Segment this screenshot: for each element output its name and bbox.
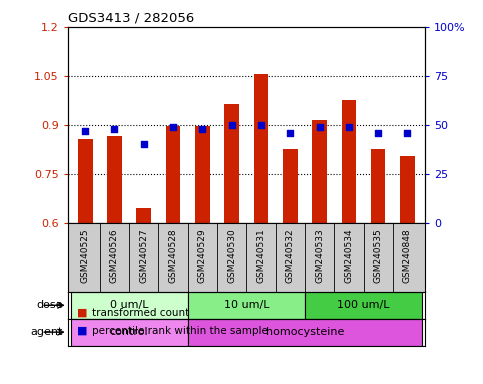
Bar	[305, 292, 422, 319]
Text: GSM240530: GSM240530	[227, 228, 236, 283]
Bar	[195, 126, 210, 223]
Text: GSM240848: GSM240848	[403, 228, 412, 283]
Bar	[188, 292, 305, 319]
Bar	[107, 136, 122, 223]
Bar	[71, 319, 188, 346]
Text: agent: agent	[30, 327, 63, 337]
Point	[140, 141, 148, 147]
Text: homocysteine: homocysteine	[266, 327, 344, 337]
Point	[199, 126, 206, 132]
Text: GSM240531: GSM240531	[256, 228, 266, 283]
Text: GSM240529: GSM240529	[198, 228, 207, 283]
Text: transformed count: transformed count	[92, 308, 189, 318]
Bar	[400, 156, 415, 223]
Text: ■: ■	[77, 308, 88, 318]
Text: GSM240535: GSM240535	[374, 228, 383, 283]
Text: GSM240527: GSM240527	[139, 228, 148, 283]
Bar	[283, 149, 298, 223]
Bar	[78, 139, 93, 223]
Text: GSM240525: GSM240525	[81, 228, 90, 283]
Text: percentile rank within the sample: percentile rank within the sample	[92, 326, 268, 336]
Point	[257, 122, 265, 128]
Bar	[71, 292, 188, 319]
Text: 0 um/L: 0 um/L	[110, 300, 148, 310]
Text: GSM240533: GSM240533	[315, 228, 324, 283]
Bar	[341, 100, 356, 223]
Bar	[371, 149, 385, 223]
Text: dose: dose	[36, 300, 63, 310]
Text: 100 um/L: 100 um/L	[337, 300, 390, 310]
Bar	[166, 126, 181, 223]
Text: control: control	[110, 327, 148, 337]
Point	[169, 124, 177, 130]
Text: GSM240534: GSM240534	[344, 228, 354, 283]
Point	[404, 129, 412, 136]
Point	[374, 129, 382, 136]
Text: GSM240528: GSM240528	[169, 228, 178, 283]
Text: ■: ■	[77, 326, 88, 336]
Bar	[225, 104, 239, 223]
Bar	[312, 120, 327, 223]
Text: GSM240526: GSM240526	[110, 228, 119, 283]
Bar	[137, 208, 151, 223]
Point	[81, 127, 89, 134]
Bar	[188, 319, 422, 346]
Point	[111, 126, 118, 132]
Point	[316, 124, 324, 130]
Point	[286, 129, 294, 136]
Point	[345, 124, 353, 130]
Text: 10 um/L: 10 um/L	[224, 300, 269, 310]
Bar	[254, 74, 268, 223]
Text: GSM240532: GSM240532	[286, 228, 295, 283]
Point	[228, 122, 236, 128]
Text: GDS3413 / 282056: GDS3413 / 282056	[68, 11, 194, 24]
